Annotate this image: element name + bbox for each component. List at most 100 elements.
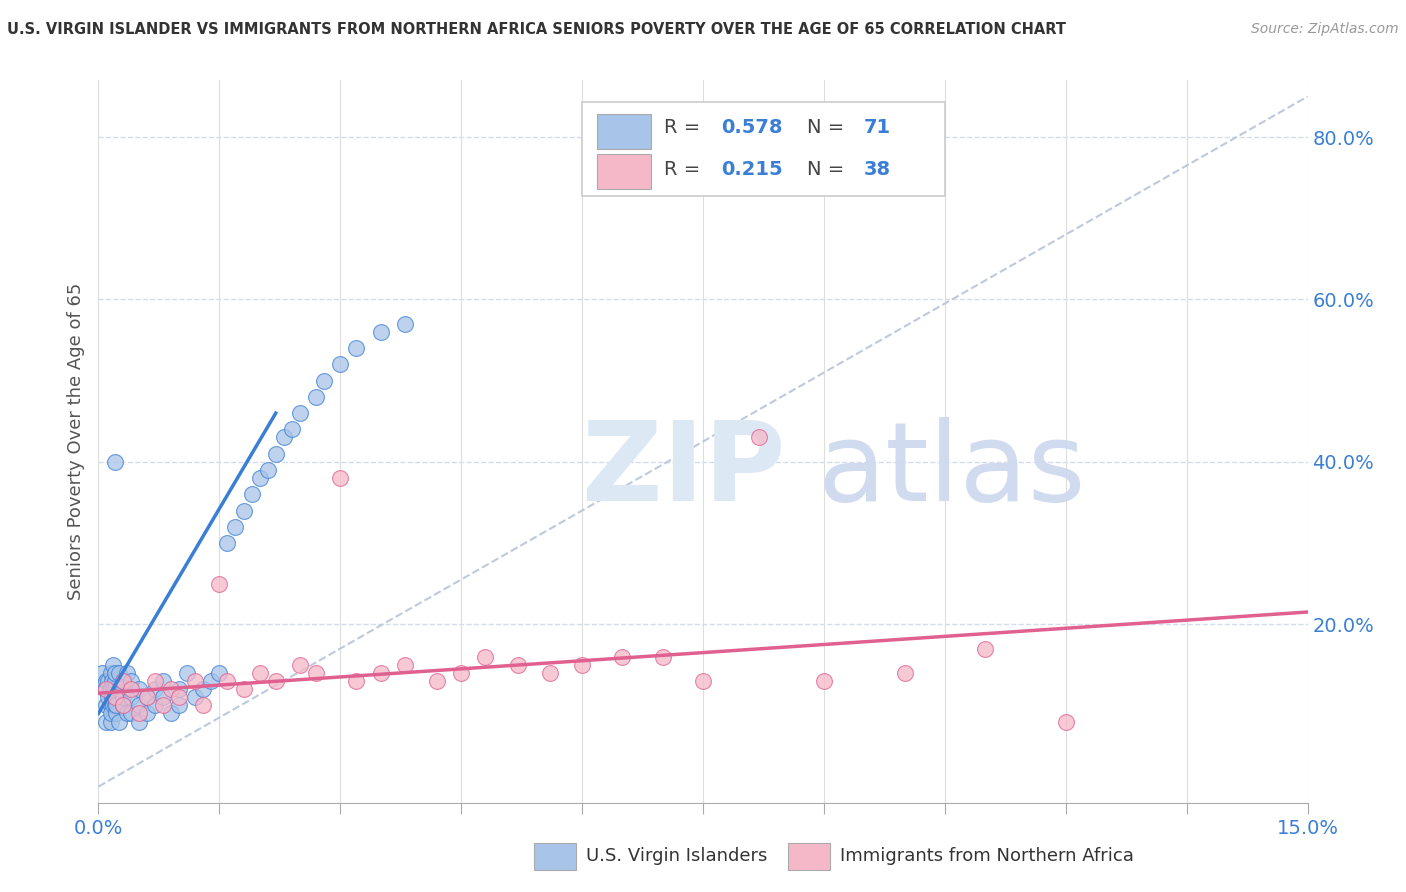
Point: [91, 665, 114, 680]
Point: [97, 673, 120, 688]
Point: [101, 673, 124, 688]
Point: [193, 698, 215, 713]
Point: [128, 698, 150, 713]
Point: [101, 698, 124, 713]
Point: [394, 657, 416, 672]
Point: [651, 649, 673, 664]
Text: 71: 71: [863, 119, 891, 137]
Point: [100, 682, 122, 697]
Point: [344, 341, 367, 355]
FancyBboxPatch shape: [596, 154, 651, 189]
Point: [103, 455, 125, 469]
Point: [101, 657, 124, 672]
Point: [813, 673, 835, 688]
Point: [208, 576, 231, 591]
Point: [128, 706, 150, 721]
Point: [103, 665, 125, 680]
Point: [120, 682, 142, 697]
Point: [111, 673, 134, 688]
Point: [135, 706, 157, 721]
Point: [208, 665, 231, 680]
Point: [143, 673, 166, 688]
FancyBboxPatch shape: [596, 114, 651, 149]
Point: [128, 714, 150, 729]
Point: [97, 690, 120, 705]
Text: ZIP: ZIP: [582, 417, 786, 524]
Point: [288, 657, 311, 672]
Point: [273, 430, 295, 444]
Point: [160, 706, 183, 721]
Point: [344, 673, 367, 688]
Point: [115, 706, 138, 721]
Point: [103, 682, 125, 697]
Point: [105, 698, 128, 713]
Point: [120, 673, 142, 688]
Point: [111, 698, 134, 713]
Point: [96, 714, 118, 729]
Point: [98, 682, 121, 697]
Point: [105, 706, 128, 721]
Point: [101, 690, 124, 705]
Point: [612, 649, 634, 664]
Point: [96, 698, 118, 713]
Point: [96, 682, 118, 697]
Point: [288, 406, 311, 420]
Point: [224, 520, 246, 534]
Point: [450, 665, 472, 680]
Point: [152, 690, 174, 705]
Point: [167, 690, 190, 705]
Point: [217, 536, 239, 550]
Point: [506, 657, 529, 672]
Y-axis label: Seniors Poverty Over the Age of 65: Seniors Poverty Over the Age of 65: [66, 283, 84, 600]
Text: U.S. VIRGIN ISLANDER VS IMMIGRANTS FROM NORTHERN AFRICA SENIORS POVERTY OVER THE: U.S. VIRGIN ISLANDER VS IMMIGRANTS FROM …: [7, 22, 1066, 37]
Point: [1054, 714, 1077, 729]
Text: R =: R =: [664, 161, 707, 179]
Point: [329, 471, 352, 485]
Point: [748, 430, 770, 444]
Point: [176, 665, 198, 680]
Point: [96, 673, 118, 688]
Point: [240, 487, 263, 501]
Point: [538, 665, 561, 680]
Point: [232, 503, 254, 517]
Point: [160, 682, 183, 697]
Text: 0.215: 0.215: [721, 161, 783, 179]
FancyBboxPatch shape: [534, 843, 576, 870]
Point: [135, 690, 157, 705]
Point: [101, 682, 124, 697]
Text: R =: R =: [664, 119, 707, 137]
Text: U.S. Virgin Islanders: U.S. Virgin Islanders: [586, 847, 768, 865]
Point: [184, 690, 207, 705]
Point: [107, 665, 129, 680]
Point: [394, 317, 416, 331]
Text: 38: 38: [863, 161, 891, 179]
Point: [264, 447, 287, 461]
Point: [94, 682, 117, 697]
Point: [426, 673, 449, 688]
Point: [143, 698, 166, 713]
FancyBboxPatch shape: [787, 843, 830, 870]
Point: [135, 690, 157, 705]
Point: [100, 665, 122, 680]
FancyBboxPatch shape: [582, 102, 945, 196]
Text: atlas: atlas: [818, 417, 1087, 524]
Point: [256, 463, 278, 477]
Point: [370, 325, 392, 339]
Point: [571, 657, 593, 672]
Point: [249, 471, 271, 485]
Point: [249, 665, 271, 680]
Point: [893, 665, 915, 680]
Point: [264, 673, 287, 688]
Point: [281, 422, 304, 436]
Point: [329, 358, 352, 372]
Point: [152, 698, 174, 713]
Point: [167, 682, 190, 697]
Point: [103, 698, 125, 713]
Point: [167, 698, 190, 713]
Point: [107, 682, 129, 697]
Point: [105, 690, 128, 705]
Text: Source: ZipAtlas.com: Source: ZipAtlas.com: [1251, 22, 1399, 37]
Text: N =: N =: [807, 119, 851, 137]
Point: [120, 690, 142, 705]
Point: [474, 649, 496, 664]
